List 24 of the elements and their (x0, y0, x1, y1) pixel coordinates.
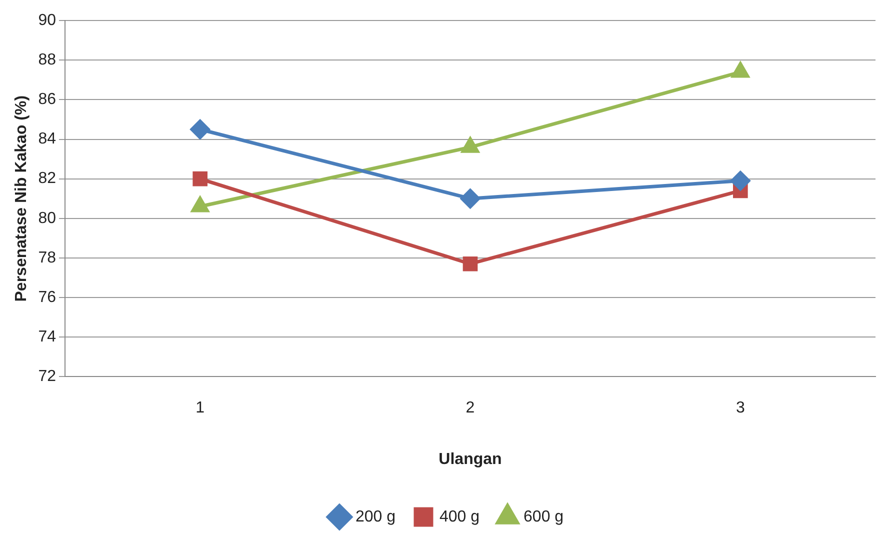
legend-label: 400 g (439, 508, 480, 526)
y-tick-label: 78 (38, 249, 56, 266)
y-tick-label: 84 (38, 130, 56, 148)
point (732, 62, 750, 78)
y-tick-label: 72 (38, 368, 56, 386)
y-tick-label: 82 (38, 170, 56, 188)
point (190, 120, 210, 140)
x-tick-label: 3 (736, 400, 745, 417)
y-tick-label: 80 (38, 210, 56, 227)
legend-label: 600 g (524, 508, 564, 526)
y-tick-label: 90 (38, 12, 56, 30)
legend-label: 200 g (355, 508, 396, 526)
point (192, 171, 208, 186)
point (462, 256, 478, 272)
x-tick-label: 2 (466, 400, 475, 417)
point (460, 188, 480, 208)
y-tick-label: 86 (38, 91, 56, 108)
x-tick-label: 1 (196, 400, 205, 417)
y-tick-label: 76 (38, 288, 56, 306)
y-tick-label: 74 (38, 328, 56, 346)
x-axis-title: Ulangan (438, 450, 502, 468)
y-tick-label: 88 (38, 52, 56, 69)
point (730, 171, 750, 191)
y-axis-title: Persenatase Nib Kakao (%) (13, 95, 30, 302)
